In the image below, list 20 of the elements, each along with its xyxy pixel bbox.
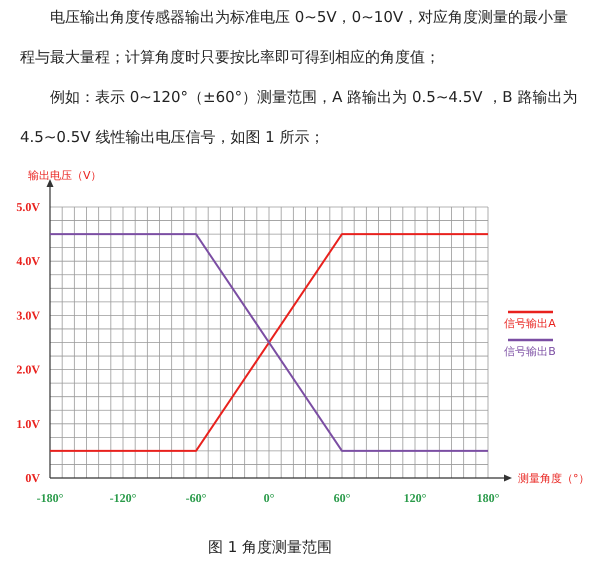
x-tick-label: 0° xyxy=(264,491,275,505)
y-tick-label: 2.0V xyxy=(16,362,40,377)
x-tick-label: -120° xyxy=(110,491,137,505)
text: 电压输出角度传感器输出为标准电压 0~5V，0~10V，对应角度测量的最小量程与最大量程；计算角度时只要按比率即可得到相应的角度值； xyxy=(20,8,568,66)
legend-label: 信号输出A xyxy=(504,317,556,330)
y-tick-label: 0V xyxy=(25,471,40,485)
x-tick-label: -180° xyxy=(36,491,64,505)
y-axis-title: 输出电压（V） xyxy=(28,169,102,182)
y-tick-label: 5.0V xyxy=(16,200,40,214)
x-tick-label: 180° xyxy=(476,491,500,505)
x-tick-label: 60° xyxy=(334,491,351,505)
x-tick-label: 120° xyxy=(404,491,427,505)
y-tick-label: 3.0V xyxy=(16,308,40,322)
x-tick-label: -60° xyxy=(186,491,207,505)
x-axis-title: 测量角度（°） xyxy=(518,472,590,485)
text: 例如：表示 0~120°（±60°）测量范围，A 路输出为 0.5~4.5V ，B 路输出为 4.5~0.5V 线性输出电压信号，如图 1 所示； xyxy=(20,88,578,146)
legend-label: 信号输出B xyxy=(504,345,556,358)
y-tick-label: 4.0V xyxy=(16,254,40,268)
y-tick-label: 1.0V xyxy=(16,416,40,431)
text: 图 1 角度测量范围 xyxy=(208,538,332,556)
